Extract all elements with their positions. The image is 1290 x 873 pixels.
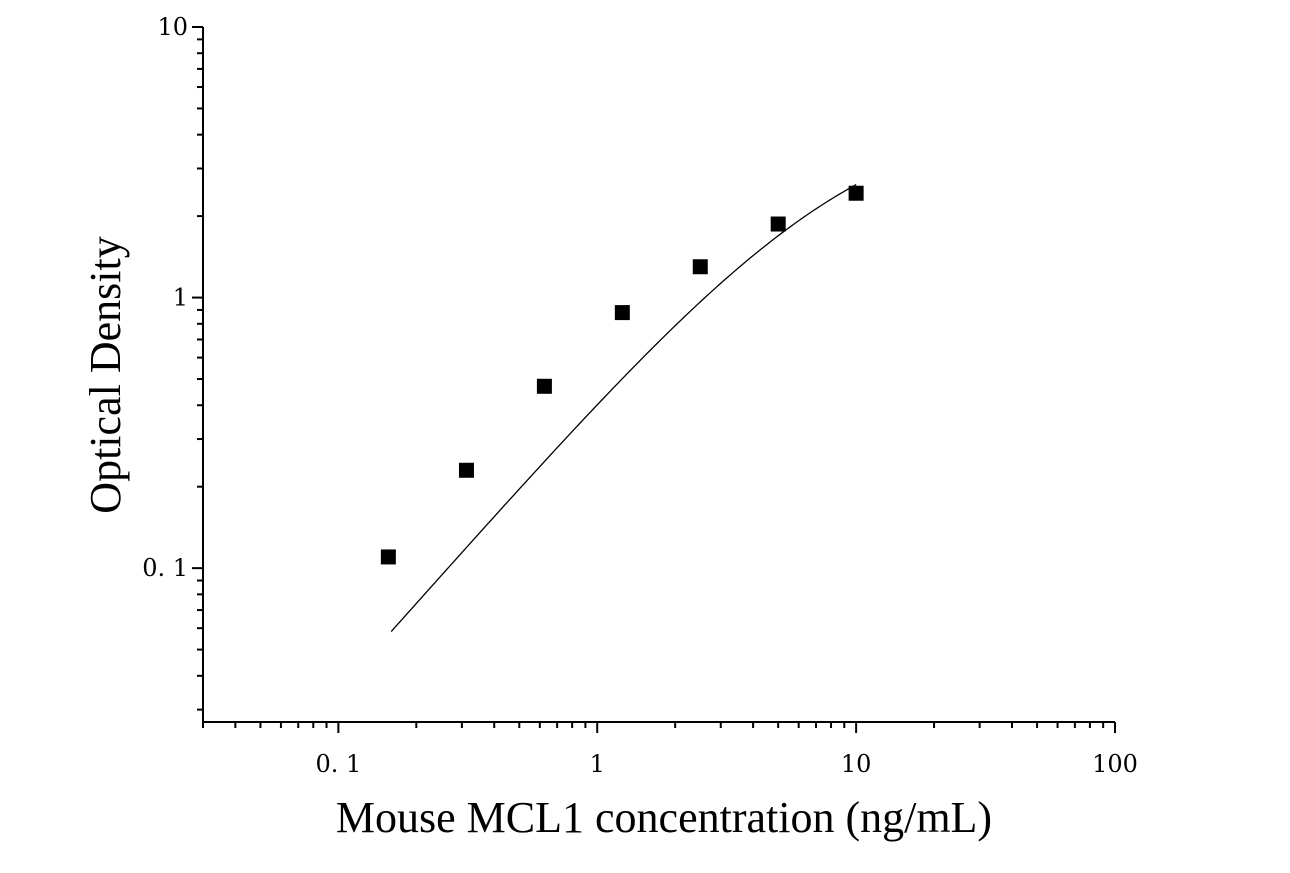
data-points: [380, 185, 864, 565]
axes: [202, 27, 1115, 723]
x-tick-label: 1: [590, 750, 605, 778]
x-tick-label: 100: [1092, 750, 1138, 778]
data-point: [848, 185, 864, 201]
x-tick-labels: 0. 1 1 10 100: [315, 750, 1137, 778]
y-tick-labels: 0. 1 1 10: [142, 13, 188, 582]
data-point: [770, 216, 786, 232]
data-point: [380, 549, 396, 565]
y-ticks: [192, 26, 203, 711]
data-point: [614, 305, 630, 321]
y-tick-label: 0. 1: [142, 554, 188, 582]
x-axis-title: Mouse MCL1 concentration (ng/mL): [336, 793, 992, 842]
y-tick-label: 1: [173, 284, 188, 312]
data-point: [692, 259, 708, 275]
y-tick-label: 10: [157, 13, 188, 41]
x-tick-label: 10: [841, 750, 872, 778]
x-ticks: [202, 722, 1116, 733]
fit-curve: [390, 184, 857, 632]
x-tick-label: 0. 1: [315, 750, 361, 778]
data-point: [458, 462, 474, 478]
data-point: [536, 378, 552, 394]
y-axis-title: Optical Density: [81, 236, 130, 513]
